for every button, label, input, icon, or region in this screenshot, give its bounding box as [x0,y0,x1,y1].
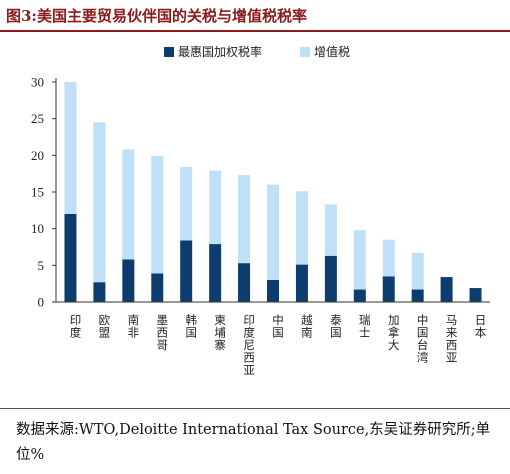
bar-vat [295,191,308,265]
y-tick-label: 20 [31,148,44,163]
legend-swatch [300,47,310,57]
x-category-label: 泰国 [329,313,343,339]
title-bar: 图3:美国主要贸易伙伴国的关税与增值税税率 [0,0,510,30]
bar-vat [64,82,77,214]
x-category-label: 越南 [300,313,314,339]
bar-mfn-tariff [122,259,135,302]
bar-vat [209,170,222,245]
bar-mfn-tariff [411,289,424,302]
legend-label: 最惠国加权税率 [178,44,262,59]
x-category-label: 墨西哥 [155,314,169,352]
x-category-label: 柬埔寨 [213,314,227,352]
bar-vat [411,252,424,290]
x-axis: 印度 欧盟 南非 墨西哥 韩国 柬埔寨 印度尼西亚 中国 越南 泰国 瑞士 加拿大 中国台湾 马来西亚 日本 [56,301,490,377]
legend-label: 增值税 [314,44,350,59]
x-category-label: 印度尼西亚 [242,314,256,377]
bar-mfn-tariff [180,240,193,302]
chart-legend: 最惠国加权税率 增值税 [164,44,350,59]
bar-vat [238,175,251,264]
bar-mfn-tariff [64,214,77,302]
bar-mfn-tariff [382,276,395,302]
x-category-label: 中国台湾 [416,314,430,364]
bar-mfn-tariff [295,264,308,302]
y-tick-label: 5 [38,258,45,273]
x-category-label: 加拿大 [387,314,401,352]
bars-group [64,82,482,302]
x-category-label: 中国 [271,314,285,339]
bar-mfn-tariff [324,255,337,302]
y-tick-label: 0 [38,295,45,310]
bar-mfn-tariff [209,244,222,302]
x-category-label: 日本 [474,314,488,339]
title-divider [0,30,510,32]
y-tick-label: 25 [31,111,44,126]
bar-mfn-tariff [151,273,164,302]
bar-vat [180,167,193,241]
x-category-label: 韩国 [184,313,198,339]
bar-vat [93,122,106,283]
x-category-label: 印度 [68,314,82,339]
bar-vat [353,230,366,290]
y-tick-label: 10 [31,221,44,236]
bar-mfn-tariff [238,263,251,302]
legend-swatch [164,47,174,57]
y-tick-label: 30 [31,75,44,90]
x-category-label: 马来西亚 [445,314,459,364]
x-category-label: 南非 [126,313,140,339]
bar-mfn-tariff [93,282,106,302]
x-category-label: 欧盟 [97,314,111,339]
bar-mfn-tariff [267,280,279,302]
bar-vat [122,149,135,260]
y-tick-label: 15 [31,185,44,200]
source-note: 数据来源:WTO,Deloitte International Tax Sour… [16,422,491,463]
bar-mfn-tariff [353,289,366,302]
source-divider [0,408,510,409]
figure-title: 图3:美国主要贸易伙伴国的关税与增值税税率 [6,6,307,25]
bar-vat [324,204,337,256]
bar-vat [382,239,395,277]
y-axis: 0 5 10 15 20 25 30 [31,75,57,310]
bar-vat [267,184,279,280]
x-category-label: 瑞士 [358,313,372,339]
bar-mfn-tariff [469,288,482,302]
bar-mfn-tariff [440,277,453,302]
bar-vat [151,156,164,274]
